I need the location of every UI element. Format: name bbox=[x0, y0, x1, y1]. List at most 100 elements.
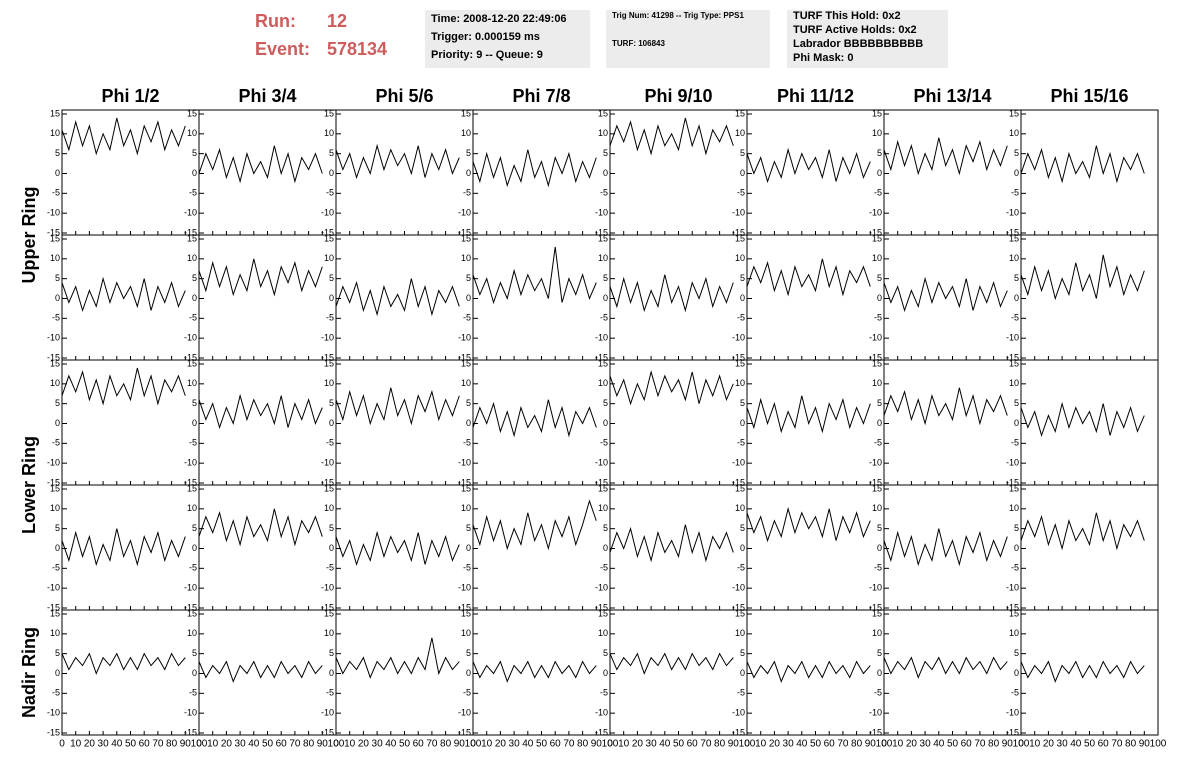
panel-frame bbox=[472, 109, 611, 236]
panel-frame bbox=[883, 484, 1022, 611]
y-tick-label: 0 bbox=[466, 168, 471, 178]
y-tick-label: 5 bbox=[603, 273, 608, 283]
y-tick-label: -15 bbox=[47, 602, 60, 612]
x-tick-label: 60 bbox=[1098, 739, 1110, 750]
y-tick-label: 0 bbox=[740, 168, 745, 178]
panel-frame bbox=[472, 484, 611, 611]
waveform bbox=[883, 656, 1008, 679]
y-tick-label: 10 bbox=[735, 628, 745, 638]
y-tick-label: 0 bbox=[55, 293, 60, 303]
panel-frame bbox=[609, 609, 748, 736]
info-text: TURF This Hold: 0x2 bbox=[793, 10, 901, 22]
y-tick-label: 0 bbox=[329, 418, 334, 428]
y-tick-label: 0 bbox=[603, 668, 608, 678]
y-tick-label: -5 bbox=[326, 313, 334, 323]
y-tick-label: 10 bbox=[324, 378, 334, 388]
x-tick-label: 40 bbox=[659, 739, 671, 750]
x-tick-label: 60 bbox=[550, 739, 562, 750]
y-tick-label: -10 bbox=[1006, 708, 1019, 718]
y-tick-label: -15 bbox=[732, 602, 745, 612]
y-tick-label: 0 bbox=[192, 543, 197, 553]
run-label: Run: bbox=[255, 11, 296, 31]
x-tick-label: 100 bbox=[739, 739, 756, 750]
y-tick-label: 0 bbox=[603, 168, 608, 178]
y-tick-label: 5 bbox=[877, 273, 882, 283]
y-tick-label: 5 bbox=[740, 523, 745, 533]
x-tick-label: 50 bbox=[1084, 739, 1096, 750]
y-tick-label: 15 bbox=[461, 358, 471, 368]
x-tick-label: 50 bbox=[810, 739, 822, 750]
y-tick-label: 5 bbox=[603, 398, 608, 408]
x-tick-label: 70 bbox=[700, 739, 712, 750]
y-tick-label: -5 bbox=[189, 313, 197, 323]
y-tick-label: -5 bbox=[52, 188, 60, 198]
y-tick-label: 10 bbox=[324, 628, 334, 638]
y-tick-label: -10 bbox=[1006, 208, 1019, 218]
x-tick-label: 40 bbox=[111, 739, 123, 750]
waveform bbox=[1020, 660, 1145, 683]
x-tick-label: 30 bbox=[372, 739, 384, 750]
y-tick-label: 10 bbox=[735, 253, 745, 263]
y-tick-label: -10 bbox=[732, 458, 745, 468]
y-tick-label: -15 bbox=[184, 602, 197, 612]
info-text: Priority: 9 -- Queue: 9 bbox=[431, 49, 543, 61]
y-tick-label: -5 bbox=[52, 438, 60, 448]
y-tick-label: 10 bbox=[461, 128, 471, 138]
panel-frame bbox=[609, 484, 748, 611]
y-tick-label: -10 bbox=[595, 333, 608, 343]
y-tick-label: 5 bbox=[1014, 648, 1019, 658]
x-tick-label: 80 bbox=[440, 739, 452, 750]
y-tick-label: 10 bbox=[598, 253, 608, 263]
y-tick-label: -5 bbox=[874, 188, 882, 198]
waveform bbox=[746, 258, 871, 297]
y-tick-label: -5 bbox=[874, 688, 882, 698]
panel-frame bbox=[335, 484, 474, 611]
y-tick-label: -5 bbox=[189, 688, 197, 698]
x-tick-label: 70 bbox=[563, 739, 575, 750]
x-tick-label: 10 bbox=[755, 739, 767, 750]
waveform bbox=[335, 278, 460, 317]
x-tick-label: 0 bbox=[59, 739, 65, 750]
y-tick-label: -5 bbox=[326, 188, 334, 198]
panel-frame bbox=[746, 234, 885, 361]
x-tick-label: 50 bbox=[399, 739, 411, 750]
waveform bbox=[472, 246, 597, 305]
y-tick-label: 10 bbox=[187, 253, 197, 263]
waveform bbox=[198, 508, 323, 547]
waveform bbox=[883, 276, 1008, 313]
y-tick-label: 15 bbox=[598, 483, 608, 493]
y-tick-label: 5 bbox=[192, 523, 197, 533]
y-tick-label: 5 bbox=[466, 398, 471, 408]
y-tick-label: -10 bbox=[47, 708, 60, 718]
info-text: TURF: 106843 bbox=[612, 39, 665, 48]
y-tick-label: 15 bbox=[1009, 608, 1019, 618]
x-tick-label: 50 bbox=[125, 739, 137, 750]
y-tick-label: -10 bbox=[184, 208, 197, 218]
ring-label: Upper Ring bbox=[19, 187, 39, 284]
y-tick-label: 15 bbox=[735, 483, 745, 493]
column-title: Phi 7/8 bbox=[512, 86, 570, 106]
y-tick-label: 15 bbox=[461, 608, 471, 618]
panel-frame bbox=[883, 109, 1022, 236]
x-tick-label: 10 bbox=[481, 739, 493, 750]
waveform bbox=[61, 117, 186, 156]
y-tick-label: -5 bbox=[737, 188, 745, 198]
y-tick-label: 10 bbox=[598, 128, 608, 138]
y-tick-label: 15 bbox=[324, 358, 334, 368]
y-tick-label: -15 bbox=[1006, 727, 1019, 737]
y-tick-label: -10 bbox=[321, 708, 334, 718]
y-tick-label: -15 bbox=[595, 602, 608, 612]
column-title: Phi 13/14 bbox=[913, 86, 991, 106]
y-tick-label: -10 bbox=[869, 208, 882, 218]
waveform bbox=[609, 652, 734, 675]
waveform bbox=[746, 147, 871, 184]
y-tick-label: -10 bbox=[869, 583, 882, 593]
y-tick-label: -15 bbox=[595, 727, 608, 737]
y-tick-label: 0 bbox=[329, 293, 334, 303]
panel-frame bbox=[883, 609, 1022, 736]
y-tick-label: -10 bbox=[869, 333, 882, 343]
y-tick-label: 0 bbox=[877, 543, 882, 553]
y-tick-label: -10 bbox=[595, 458, 608, 468]
y-tick-label: 15 bbox=[598, 108, 608, 118]
y-tick-label: 10 bbox=[187, 378, 197, 388]
